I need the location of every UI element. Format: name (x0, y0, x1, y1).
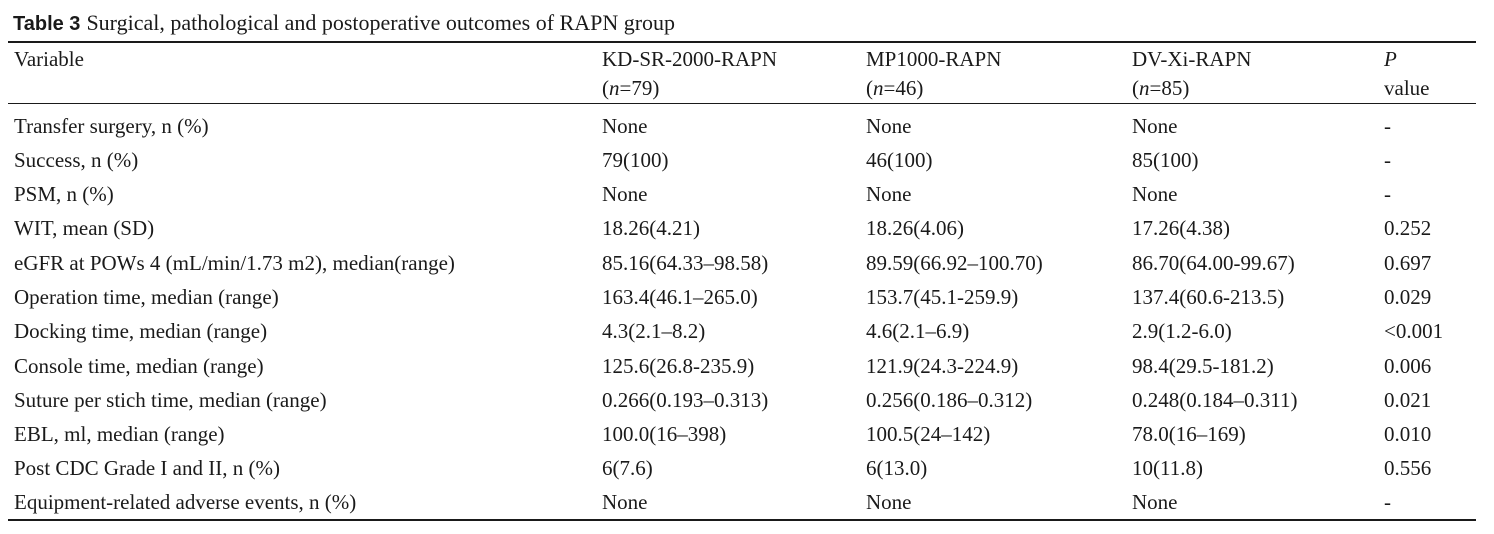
row-p-value: 0.006 (1384, 354, 1432, 378)
row-dv-value: 10(11.8) (1132, 456, 1203, 480)
row-p-value: 0.029 (1384, 285, 1432, 309)
row-dv-value: 0.248(0.184–0.311) (1132, 388, 1298, 412)
row-variable: Equipment-related adverse events, n (%) (14, 490, 357, 514)
n-prefix: ( (1132, 76, 1139, 100)
row-mp-value: 4.6(2.1–6.9) (866, 319, 970, 343)
row-p-value: 0.021 (1384, 388, 1432, 412)
row-mp-value: 46(100) (866, 148, 933, 172)
row-kd-value: 6(7.6) (602, 456, 653, 480)
row-p-value: - (1384, 490, 1391, 514)
row-dv-value: 85(100) (1132, 148, 1199, 172)
row-p-value: 0.252 (1384, 216, 1432, 240)
table-label: Table 3 (13, 13, 81, 35)
row-mp-value: 6(13.0) (866, 456, 928, 480)
row-mp-value: 153.7(45.1-259.9) (866, 285, 1019, 309)
row-variable: PSM, n (%) (14, 182, 114, 206)
row-mp-value: 0.256(0.186–0.312) (866, 388, 1033, 412)
row-variable: Docking time, median (range) (14, 319, 268, 343)
row-dv-value: None (1132, 114, 1178, 138)
row-p-value: - (1384, 114, 1391, 138)
row-dv-value: 86.70(64.00-99.67) (1132, 251, 1295, 275)
header-group-dv-n: (n=85) (1132, 75, 1189, 101)
row-kd-value: 163.4(46.1–265.0) (602, 285, 758, 309)
row-variable: eGFR at POWs 4 (mL/min/1.73 m2), median(… (14, 251, 455, 275)
row-mp-value: None (866, 490, 912, 514)
row-mp-value: 100.5(24–142) (866, 422, 991, 446)
row-mp-value: 89.59(66.92–100.70) (866, 251, 1043, 275)
row-dv-value: 98.4(29.5-181.2) (1132, 354, 1274, 378)
row-kd-value: 100.0(16–398) (602, 422, 727, 446)
n-count: =85) (1149, 76, 1190, 100)
n-symbol: n (1139, 76, 1150, 100)
row-dv-value: None (1132, 490, 1178, 514)
row-p-value: 0.697 (1384, 251, 1432, 275)
header-p-word: value (1384, 76, 1430, 100)
row-kd-value: 4.3(2.1–8.2) (602, 319, 706, 343)
row-kd-value: 0.266(0.193–0.313) (602, 388, 769, 412)
row-variable: WIT, mean (SD) (14, 216, 155, 240)
row-kd-value: None (602, 490, 648, 514)
row-kd-value: 79(100) (602, 148, 669, 172)
row-mp-value: None (866, 114, 912, 138)
n-count: =46) (883, 76, 924, 100)
header-variable: Variable (14, 47, 84, 71)
top-rule (8, 41, 1476, 43)
row-p-value: 0.556 (1384, 456, 1432, 480)
row-p-value: - (1384, 148, 1391, 172)
header-group-kd: KD-SR-2000-RAPN (602, 47, 778, 71)
header-group-mp: MP1000-RAPN (866, 47, 1002, 71)
n-prefix: ( (866, 76, 873, 100)
row-variable: Console time, median (range) (14, 354, 264, 378)
row-p-value: 0.010 (1384, 422, 1432, 446)
header-p-symbol: P (1384, 47, 1397, 71)
row-mp-value: None (866, 182, 912, 206)
header-group-dv: DV-Xi-RAPN (1132, 47, 1252, 71)
row-dv-value: 137.4(60.6-213.5) (1132, 285, 1285, 309)
row-variable: EBL, ml, median (range) (14, 422, 225, 446)
header-group-mp-n: (n=46) (866, 75, 923, 101)
header-group-kd-n: (n=79) (602, 75, 659, 101)
row-p-value: - (1384, 182, 1391, 206)
n-prefix: ( (602, 76, 609, 100)
row-kd-value: 125.6(26.8-235.9) (602, 354, 755, 378)
header-rule (8, 103, 1476, 104)
row-dv-value: None (1132, 182, 1178, 206)
n-symbol: n (873, 76, 884, 100)
row-variable: Operation time, median (range) (14, 285, 279, 309)
row-kd-value: None (602, 182, 648, 206)
row-variable: Transfer surgery, n (%) (14, 114, 209, 138)
table-title: Surgical, pathological and postoperative… (86, 10, 676, 35)
row-kd-value: 85.16(64.33–98.58) (602, 251, 769, 275)
row-mp-value: 121.9(24.3-224.9) (866, 354, 1019, 378)
row-variable: Success, n (%) (14, 148, 139, 172)
row-dv-value: 2.9(1.2-6.0) (1132, 319, 1232, 343)
n-symbol: n (609, 76, 620, 100)
table-caption: Table 3 Surgical, pathological and postop… (13, 9, 675, 38)
row-dv-value: 78.0(16–169) (1132, 422, 1246, 446)
row-kd-value: None (602, 114, 648, 138)
row-variable: Suture per stich time, median (range) (14, 388, 327, 412)
row-kd-value: 18.26(4.21) (602, 216, 700, 240)
row-variable: Post CDC Grade I and II, n (%) (14, 456, 280, 480)
n-count: =79) (619, 76, 660, 100)
row-p-value: <0.001 (1384, 319, 1444, 343)
row-dv-value: 17.26(4.38) (1132, 216, 1230, 240)
bottom-rule (8, 519, 1476, 521)
row-mp-value: 18.26(4.06) (866, 216, 964, 240)
